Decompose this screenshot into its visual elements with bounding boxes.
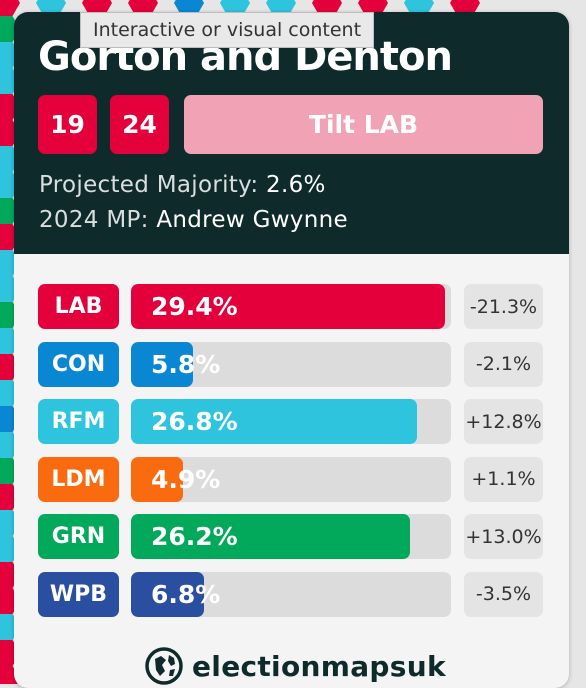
vote-share: 4.9% <box>151 464 221 494</box>
share-bar-fill <box>131 571 204 617</box>
party-badge: LAB <box>38 284 119 329</box>
majority-label: Projected Majority: <box>39 172 259 198</box>
brand[interactable]: electionmapsuk <box>144 646 446 686</box>
seat-badge-1: 19 <box>38 95 97 154</box>
share-bar: 26.8% <box>131 399 451 444</box>
share-bar: 5.8% <box>131 341 451 387</box>
vote-share: 29.4% <box>151 292 238 321</box>
share-bar: 4.9% <box>131 456 451 502</box>
share-change: +1.1% <box>464 456 543 502</box>
result-row: LAB 29.4% -21.3% <box>14 284 569 330</box>
party-badge: GRN <box>38 514 119 559</box>
share-bar-fill <box>131 341 193 387</box>
share-bar: 26.2% <box>131 514 451 559</box>
tooltip: Interactive or visual content <box>80 12 375 48</box>
share-bar-fill <box>131 284 445 329</box>
tilt-badge: Tilt LAB <box>184 95 543 154</box>
brand-name: electionmapsuk <box>192 649 446 683</box>
result-row: GRN 26.2% +13.0% <box>14 514 569 560</box>
card-header: Gorton and Denton 19 24 Tilt LAB Project… <box>14 12 569 254</box>
result-row: LDM 4.9% +1.1% <box>14 456 569 503</box>
seat-badge-2: 24 <box>110 95 169 154</box>
party-badge: CON <box>38 341 119 387</box>
share-change: +12.8% <box>464 399 543 444</box>
vote-share: 26.8% <box>151 407 238 436</box>
result-row: CON 5.8% -2.1% <box>14 341 569 388</box>
constituency-card: Gorton and Denton 19 24 Tilt LAB Project… <box>14 12 569 688</box>
projected-majority: Projected Majority: 2.6% <box>39 172 326 198</box>
share-change: -2.1% <box>464 341 543 387</box>
result-row: RFM 26.8% +12.8% <box>14 399 569 445</box>
share-bar-fill <box>131 456 184 502</box>
share-change: +13.0% <box>464 514 543 559</box>
globe-logo-icon <box>145 647 183 685</box>
share-bar: 29.4% <box>131 284 451 329</box>
result-row: WPB 6.8% -3.5% <box>14 571 569 618</box>
vote-share: 5.8% <box>151 349 221 379</box>
party-badge: RFM <box>38 399 119 444</box>
share-bar-fill <box>131 399 417 444</box>
share-bar: 6.8% <box>131 571 451 617</box>
mp-label: 2024 MP: <box>39 207 149 233</box>
party-badge: WPB <box>38 571 119 617</box>
vote-share: 26.2% <box>151 522 238 551</box>
majority-value: 2.6% <box>266 172 326 198</box>
party-badge: LDM <box>38 456 119 502</box>
current-mp: 2024 MP: Andrew Gwynne <box>39 207 348 233</box>
mp-value: Andrew Gwynne <box>156 207 348 233</box>
share-bar-fill <box>131 514 411 559</box>
share-change: -3.5% <box>464 571 543 617</box>
share-change: -21.3% <box>464 284 543 329</box>
vote-share: 6.8% <box>151 579 221 609</box>
